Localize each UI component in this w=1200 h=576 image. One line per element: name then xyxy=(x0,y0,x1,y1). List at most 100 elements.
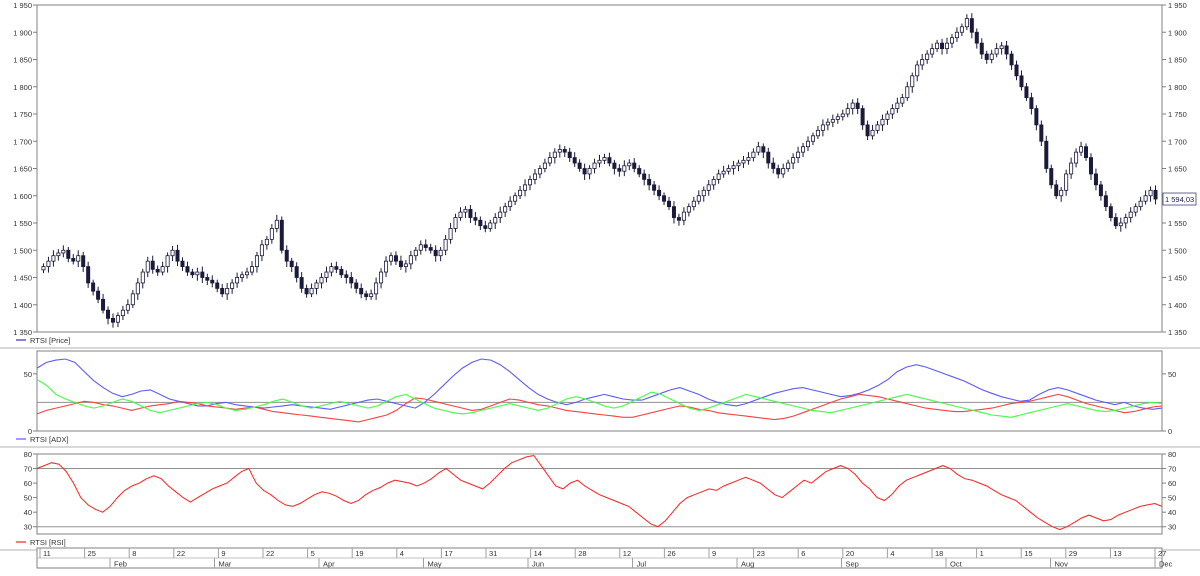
candle-body xyxy=(150,260,155,270)
candle-body xyxy=(905,86,910,99)
candle-body xyxy=(930,48,935,55)
candle-body xyxy=(776,168,781,175)
candle-body xyxy=(1084,146,1089,158)
candle-body xyxy=(597,159,602,164)
x-day-label: 8 xyxy=(132,549,136,558)
candle-body xyxy=(796,151,801,158)
candle-body xyxy=(845,108,850,115)
candle-body xyxy=(220,287,225,295)
candle-body xyxy=(254,255,259,267)
candle-body xyxy=(120,309,125,317)
candle-body xyxy=(1064,173,1069,191)
candle-body xyxy=(101,298,106,311)
rsi-ytick-label-right: 40 xyxy=(1168,508,1176,517)
price-ytick-label-left: 1 500 xyxy=(13,246,32,255)
rsi-ytick-label-left: 60 xyxy=(24,479,32,488)
x-day-label: 29 xyxy=(1069,549,1077,558)
price-ytick-label-left: 1 900 xyxy=(13,28,32,37)
candle-body xyxy=(925,53,930,60)
candle-body xyxy=(210,279,215,284)
candle-body xyxy=(1074,151,1079,164)
candle-body xyxy=(969,18,974,33)
candle-body xyxy=(185,266,190,273)
candle-body xyxy=(388,255,393,262)
candle-body xyxy=(850,102,855,109)
candle-body xyxy=(200,271,205,278)
candle-body xyxy=(954,31,959,39)
adx-ytick-label-right: 0 xyxy=(1168,427,1172,436)
candle-body xyxy=(647,178,652,186)
candle-body xyxy=(781,168,786,175)
candle-body xyxy=(1044,140,1049,169)
candle-body xyxy=(726,168,731,172)
candle-body xyxy=(1103,195,1108,208)
candle-body xyxy=(235,277,240,284)
adx-legend-label: RTSI [ADX] xyxy=(30,435,69,444)
candle-body xyxy=(1098,184,1103,197)
candle-body xyxy=(135,282,140,295)
candle-body xyxy=(518,189,523,197)
candle-body xyxy=(746,157,751,161)
candle-body xyxy=(1128,211,1133,218)
candle-body xyxy=(41,266,46,271)
candle-body xyxy=(468,208,473,218)
x-day-label: 13 xyxy=(1113,549,1121,558)
candle-body xyxy=(1034,108,1039,126)
candle-body xyxy=(979,42,984,55)
x-day-label: 6 xyxy=(801,549,805,558)
candle-body xyxy=(175,249,180,262)
candle-body xyxy=(617,168,622,172)
candle-body xyxy=(443,238,448,251)
candle-body xyxy=(642,173,647,180)
x-day-label: 18 xyxy=(935,549,943,558)
candle-body xyxy=(949,37,954,44)
candle-body xyxy=(384,260,389,273)
candle-body xyxy=(294,266,299,278)
candle-body xyxy=(190,271,195,276)
candle-body xyxy=(274,219,279,229)
candle-body xyxy=(304,287,309,295)
candle-body xyxy=(413,249,418,257)
price-ytick-label-left: 1 550 xyxy=(13,219,32,228)
candle-body xyxy=(820,124,825,131)
candle-body xyxy=(875,124,880,131)
candle-body xyxy=(1059,189,1064,197)
x-month-label: Oct xyxy=(950,560,963,569)
candle-body xyxy=(890,108,895,115)
candle-body xyxy=(309,287,314,295)
candle-body xyxy=(1004,45,1009,55)
price-ytick-label-left: 1 800 xyxy=(13,83,32,92)
candle-body xyxy=(686,206,691,213)
candle-body xyxy=(56,252,61,257)
candle-body xyxy=(771,162,776,169)
candle-body xyxy=(622,165,627,172)
price-legend-label: RTSI [Price] xyxy=(30,336,70,345)
candle-body xyxy=(557,149,562,153)
candle-body xyxy=(71,258,76,262)
candle-body xyxy=(1118,222,1123,227)
candle-body xyxy=(408,255,413,265)
x-day-label: 28 xyxy=(578,549,586,558)
candle-body xyxy=(751,151,756,158)
candle-body xyxy=(592,162,597,169)
candle-body xyxy=(830,119,835,123)
candle-body xyxy=(359,287,364,295)
x-month-label: Mar xyxy=(219,560,232,569)
price-ytick-label-left: 1 650 xyxy=(13,165,32,174)
candle-body xyxy=(567,151,572,158)
candle-body xyxy=(786,162,791,169)
x-day-label: 27 xyxy=(1158,549,1166,558)
candle-body xyxy=(791,157,796,164)
candle-body xyxy=(945,42,950,50)
candle-body xyxy=(657,189,662,197)
candle-body xyxy=(478,219,483,227)
x-day-label: 5 xyxy=(311,549,315,558)
x-day-label: 4 xyxy=(400,549,404,558)
candle-body xyxy=(900,97,905,104)
price-ytick-label-right: 1 550 xyxy=(1168,219,1187,228)
candle-body xyxy=(696,195,701,202)
candle-body xyxy=(453,217,458,229)
candle-body xyxy=(1019,75,1024,88)
x-day-label: 15 xyxy=(1024,549,1032,558)
adx-series-line-2 xyxy=(36,379,1163,418)
